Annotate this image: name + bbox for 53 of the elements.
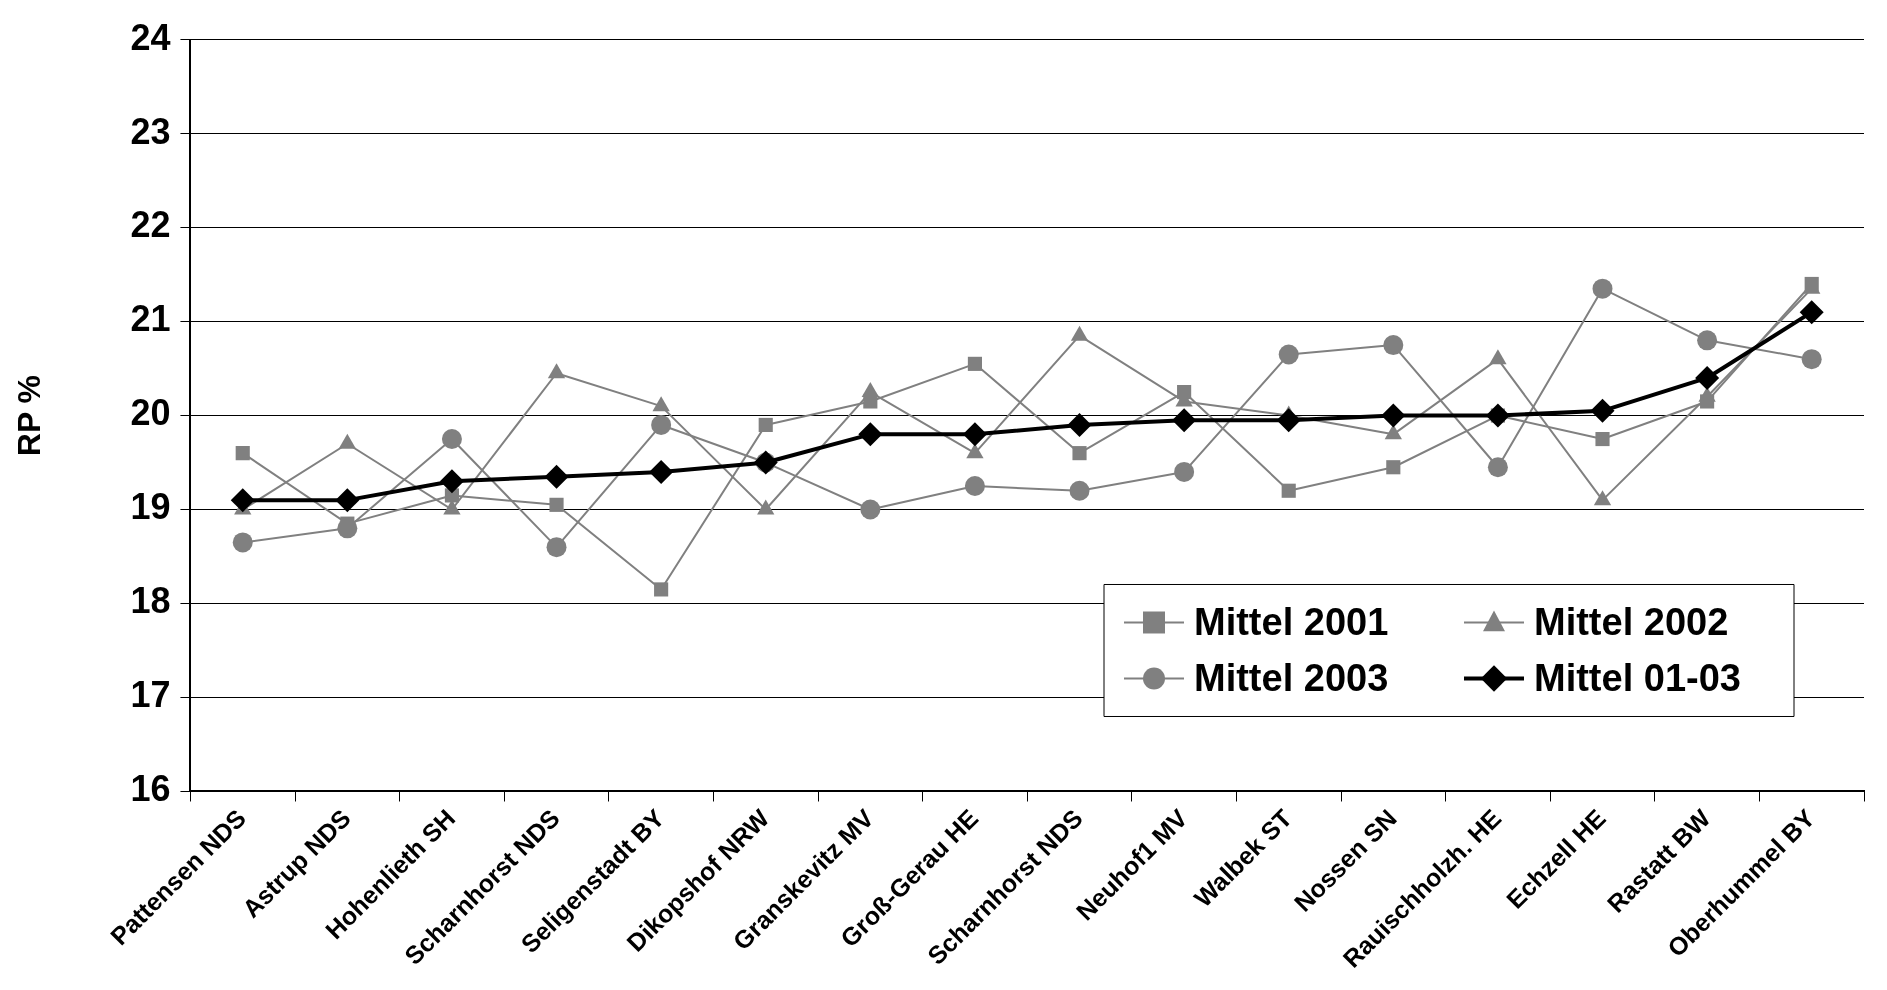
point [1592, 278, 1613, 299]
point [1590, 398, 1615, 423]
legend-label: Mittel 2002 [1534, 600, 1729, 643]
point [439, 469, 464, 494]
point [544, 464, 569, 489]
point [441, 429, 462, 450]
point [1383, 335, 1404, 356]
point [546, 537, 567, 558]
point [1595, 431, 1610, 447]
y-tick-label: 20 [130, 392, 171, 434]
point [649, 459, 674, 484]
point [1281, 483, 1296, 498]
y-tick-label: 21 [130, 298, 171, 340]
point [232, 532, 253, 553]
point [1278, 344, 1299, 365]
point [758, 417, 773, 433]
y-tick-label: 16 [130, 768, 171, 810]
y-axis-title: RP % [11, 374, 48, 457]
point [962, 422, 987, 447]
y-tick-label: 22 [130, 204, 171, 246]
point [335, 488, 360, 513]
point [1067, 412, 1092, 437]
point [1069, 480, 1090, 501]
point [1697, 330, 1718, 351]
point [1695, 365, 1720, 390]
legend-label: Mittel 01-03 [1534, 656, 1741, 699]
point [1072, 446, 1087, 461]
point [1172, 408, 1197, 433]
point [549, 497, 564, 512]
legend-label: Mittel 2003 [1194, 656, 1389, 699]
y-tick-label: 24 [130, 16, 171, 58]
legend-label: Mittel 2001 [1194, 600, 1389, 643]
point [651, 414, 672, 435]
y-tick-label: 18 [130, 580, 171, 622]
point [1485, 403, 1510, 428]
point [1801, 349, 1822, 370]
point [235, 446, 250, 461]
y-tick-label: 17 [130, 674, 171, 716]
y-tick-label: 19 [130, 486, 171, 528]
point [858, 422, 883, 447]
point [654, 582, 669, 597]
point [1487, 457, 1508, 478]
point [967, 356, 982, 371]
point [1174, 461, 1195, 482]
point [1381, 403, 1406, 428]
point [860, 499, 881, 520]
point [230, 488, 255, 513]
point [964, 476, 985, 497]
point [337, 518, 358, 539]
point [1276, 408, 1301, 433]
y-tick-label: 23 [130, 110, 171, 152]
point [1799, 300, 1824, 325]
point [1386, 460, 1401, 475]
